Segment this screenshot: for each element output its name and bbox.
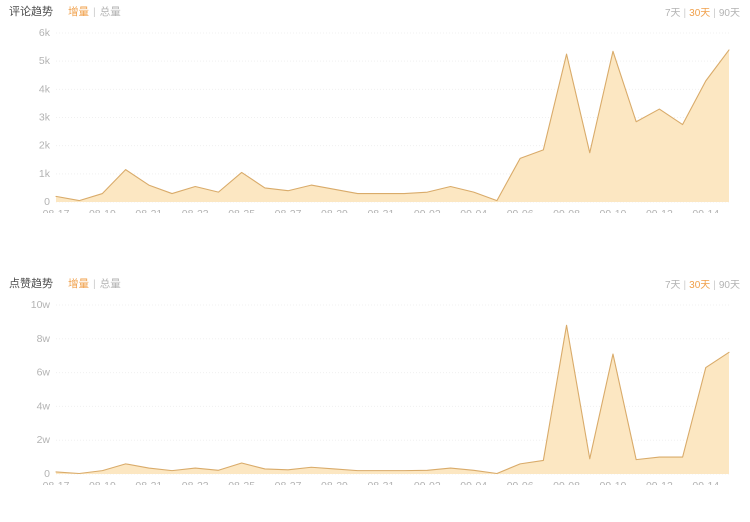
svg-text:09-02: 09-02 [414, 480, 441, 485]
svg-text:09-06: 09-06 [507, 480, 534, 485]
svg-text:6w: 6w [37, 367, 51, 379]
svg-text:08-27: 08-27 [275, 480, 302, 485]
svg-text:3k: 3k [39, 112, 51, 124]
svg-text:08-17: 08-17 [43, 208, 70, 213]
svg-text:2w: 2w [37, 434, 51, 446]
svg-text:09-10: 09-10 [600, 208, 627, 213]
svg-text:5k: 5k [39, 55, 51, 67]
svg-text:08-31: 08-31 [367, 480, 394, 485]
svg-text:09-06: 09-06 [507, 208, 534, 213]
svg-text:4w: 4w [37, 400, 51, 412]
svg-text:08-29: 08-29 [321, 480, 348, 485]
svg-text:09-02: 09-02 [414, 208, 441, 213]
svg-text:08-25: 08-25 [228, 208, 255, 213]
svg-text:0: 0 [44, 468, 50, 480]
svg-text:4k: 4k [39, 83, 51, 95]
svg-text:08-23: 08-23 [182, 208, 209, 213]
svg-text:09-04: 09-04 [460, 208, 487, 213]
svg-text:08-25: 08-25 [228, 480, 255, 485]
svg-text:8w: 8w [37, 333, 51, 345]
svg-text:09-08: 09-08 [553, 480, 580, 485]
svg-text:08-19: 08-19 [89, 208, 116, 213]
svg-text:08-21: 08-21 [135, 480, 162, 485]
svg-text:6k: 6k [39, 28, 51, 39]
svg-text:09-12: 09-12 [646, 208, 673, 213]
svg-text:09-10: 09-10 [600, 480, 627, 485]
svg-text:09-12: 09-12 [646, 480, 673, 485]
svg-text:08-19: 08-19 [89, 480, 116, 485]
svg-text:08-31: 08-31 [367, 208, 394, 213]
svg-text:1k: 1k [39, 168, 51, 180]
svg-text:08-23: 08-23 [182, 480, 209, 485]
svg-text:2k: 2k [39, 140, 51, 152]
svg-text:09-04: 09-04 [460, 480, 487, 485]
svg-text:09-08: 09-08 [553, 208, 580, 213]
svg-text:09-14: 09-14 [692, 208, 719, 213]
svg-text:09-14: 09-14 [692, 480, 719, 485]
svg-text:08-17: 08-17 [43, 480, 70, 485]
svg-text:08-29: 08-29 [321, 208, 348, 213]
svg-text:0: 0 [44, 196, 50, 208]
svg-text:08-27: 08-27 [275, 208, 302, 213]
svg-text:10w: 10w [31, 300, 51, 311]
svg-text:08-21: 08-21 [135, 208, 162, 213]
